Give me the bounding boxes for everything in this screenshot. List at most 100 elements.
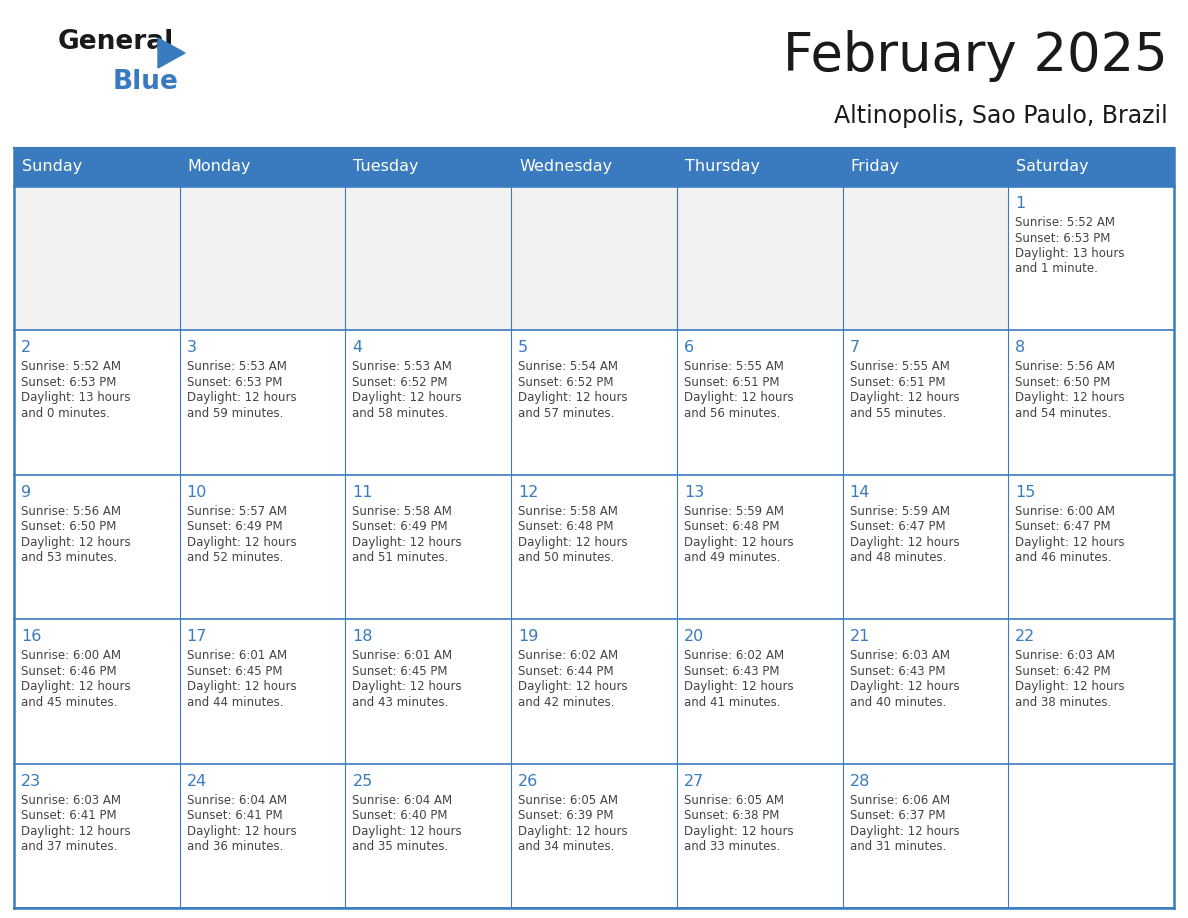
Bar xyxy=(511,620,677,764)
Bar xyxy=(1009,186,1174,330)
Text: Daylight: 12 hours: Daylight: 12 hours xyxy=(187,536,296,549)
Text: and 44 minutes.: and 44 minutes. xyxy=(187,696,283,709)
Text: 10: 10 xyxy=(187,485,207,499)
Text: February 2025: February 2025 xyxy=(783,30,1168,82)
Text: and 43 minutes.: and 43 minutes. xyxy=(353,696,449,709)
Text: Daylight: 12 hours: Daylight: 12 hours xyxy=(518,680,627,693)
Text: Daylight: 12 hours: Daylight: 12 hours xyxy=(849,824,959,837)
Text: Sunrise: 5:55 AM: Sunrise: 5:55 AM xyxy=(684,361,784,374)
Bar xyxy=(677,620,842,764)
Text: and 54 minutes.: and 54 minutes. xyxy=(1016,407,1112,420)
Text: Sunrise: 6:01 AM: Sunrise: 6:01 AM xyxy=(187,649,286,662)
Text: and 45 minutes.: and 45 minutes. xyxy=(21,696,118,709)
Text: Monday: Monday xyxy=(188,160,251,174)
Text: Thursday: Thursday xyxy=(684,160,760,174)
Text: and 40 minutes.: and 40 minutes. xyxy=(849,696,946,709)
Bar xyxy=(511,148,677,186)
Text: Sunset: 6:39 PM: Sunset: 6:39 PM xyxy=(518,809,614,823)
Text: Daylight: 12 hours: Daylight: 12 hours xyxy=(21,536,131,549)
Text: Sunset: 6:42 PM: Sunset: 6:42 PM xyxy=(1016,665,1111,677)
Text: 22: 22 xyxy=(1016,629,1036,644)
Text: and 36 minutes.: and 36 minutes. xyxy=(187,840,283,853)
Text: Daylight: 12 hours: Daylight: 12 hours xyxy=(518,536,627,549)
Bar xyxy=(14,330,179,475)
Text: Sunset: 6:41 PM: Sunset: 6:41 PM xyxy=(21,809,116,823)
Text: Sunrise: 5:56 AM: Sunrise: 5:56 AM xyxy=(21,505,121,518)
Text: Daylight: 12 hours: Daylight: 12 hours xyxy=(518,391,627,405)
Text: Daylight: 12 hours: Daylight: 12 hours xyxy=(1016,680,1125,693)
Bar xyxy=(511,475,677,620)
Text: Sunset: 6:44 PM: Sunset: 6:44 PM xyxy=(518,665,614,677)
Text: Sunrise: 5:54 AM: Sunrise: 5:54 AM xyxy=(518,361,618,374)
Text: and 31 minutes.: and 31 minutes. xyxy=(849,840,946,853)
Text: and 41 minutes.: and 41 minutes. xyxy=(684,696,781,709)
Text: and 37 minutes.: and 37 minutes. xyxy=(21,840,118,853)
Bar xyxy=(179,186,346,330)
Text: Sunrise: 6:04 AM: Sunrise: 6:04 AM xyxy=(187,793,286,807)
Text: 24: 24 xyxy=(187,774,207,789)
Text: Sunrise: 5:52 AM: Sunrise: 5:52 AM xyxy=(1016,216,1116,229)
Text: and 52 minutes.: and 52 minutes. xyxy=(187,552,283,565)
Text: Daylight: 12 hours: Daylight: 12 hours xyxy=(21,680,131,693)
Text: Sunrise: 6:01 AM: Sunrise: 6:01 AM xyxy=(353,649,453,662)
Bar xyxy=(346,330,511,475)
Text: Sunset: 6:53 PM: Sunset: 6:53 PM xyxy=(21,375,116,389)
Text: Sunrise: 5:58 AM: Sunrise: 5:58 AM xyxy=(353,505,453,518)
Text: Daylight: 12 hours: Daylight: 12 hours xyxy=(21,824,131,837)
Text: Daylight: 12 hours: Daylight: 12 hours xyxy=(684,824,794,837)
Text: General: General xyxy=(58,29,175,55)
Text: Daylight: 12 hours: Daylight: 12 hours xyxy=(1016,536,1125,549)
Text: Sunrise: 5:53 AM: Sunrise: 5:53 AM xyxy=(187,361,286,374)
Text: 12: 12 xyxy=(518,485,538,499)
Text: and 1 minute.: and 1 minute. xyxy=(1016,263,1098,275)
Bar xyxy=(346,148,511,186)
Bar xyxy=(842,186,1009,330)
Text: Daylight: 12 hours: Daylight: 12 hours xyxy=(187,680,296,693)
Text: 18: 18 xyxy=(353,629,373,644)
Text: Sunrise: 6:06 AM: Sunrise: 6:06 AM xyxy=(849,793,949,807)
Bar xyxy=(1009,330,1174,475)
Text: 4: 4 xyxy=(353,341,362,355)
Bar xyxy=(677,764,842,908)
Text: Daylight: 12 hours: Daylight: 12 hours xyxy=(849,680,959,693)
Text: and 49 minutes.: and 49 minutes. xyxy=(684,552,781,565)
Text: Sunset: 6:47 PM: Sunset: 6:47 PM xyxy=(849,521,946,533)
Text: 14: 14 xyxy=(849,485,870,499)
Text: Sunset: 6:43 PM: Sunset: 6:43 PM xyxy=(849,665,946,677)
Text: Sunset: 6:49 PM: Sunset: 6:49 PM xyxy=(353,521,448,533)
Bar xyxy=(1009,764,1174,908)
Text: and 35 minutes.: and 35 minutes. xyxy=(353,840,449,853)
Text: Wednesday: Wednesday xyxy=(519,160,612,174)
Text: 9: 9 xyxy=(21,485,31,499)
Text: 17: 17 xyxy=(187,629,207,644)
Text: 13: 13 xyxy=(684,485,704,499)
Text: Sunrise: 6:02 AM: Sunrise: 6:02 AM xyxy=(518,649,618,662)
Text: Sunrise: 6:05 AM: Sunrise: 6:05 AM xyxy=(518,793,618,807)
Text: Sunset: 6:51 PM: Sunset: 6:51 PM xyxy=(849,375,946,389)
Bar xyxy=(179,148,346,186)
Bar xyxy=(842,620,1009,764)
Text: Sunset: 6:38 PM: Sunset: 6:38 PM xyxy=(684,809,779,823)
Text: Sunset: 6:49 PM: Sunset: 6:49 PM xyxy=(187,521,283,533)
Text: Daylight: 12 hours: Daylight: 12 hours xyxy=(684,391,794,405)
Text: 6: 6 xyxy=(684,341,694,355)
Text: 2: 2 xyxy=(21,341,31,355)
Text: Sunset: 6:45 PM: Sunset: 6:45 PM xyxy=(353,665,448,677)
Text: Daylight: 12 hours: Daylight: 12 hours xyxy=(187,824,296,837)
Text: Sunset: 6:37 PM: Sunset: 6:37 PM xyxy=(849,809,946,823)
Bar xyxy=(677,475,842,620)
Text: Daylight: 12 hours: Daylight: 12 hours xyxy=(353,680,462,693)
Text: and 34 minutes.: and 34 minutes. xyxy=(518,840,614,853)
Bar xyxy=(677,330,842,475)
Text: 27: 27 xyxy=(684,774,704,789)
Text: 28: 28 xyxy=(849,774,870,789)
Text: Sunrise: 5:58 AM: Sunrise: 5:58 AM xyxy=(518,505,618,518)
Bar xyxy=(677,148,842,186)
Text: Sunrise: 6:00 AM: Sunrise: 6:00 AM xyxy=(21,649,121,662)
Text: 26: 26 xyxy=(518,774,538,789)
Text: Sunrise: 5:56 AM: Sunrise: 5:56 AM xyxy=(1016,361,1116,374)
Text: Sunset: 6:53 PM: Sunset: 6:53 PM xyxy=(1016,231,1111,244)
Text: Sunset: 6:43 PM: Sunset: 6:43 PM xyxy=(684,665,779,677)
Bar xyxy=(677,186,842,330)
Text: 5: 5 xyxy=(518,341,529,355)
